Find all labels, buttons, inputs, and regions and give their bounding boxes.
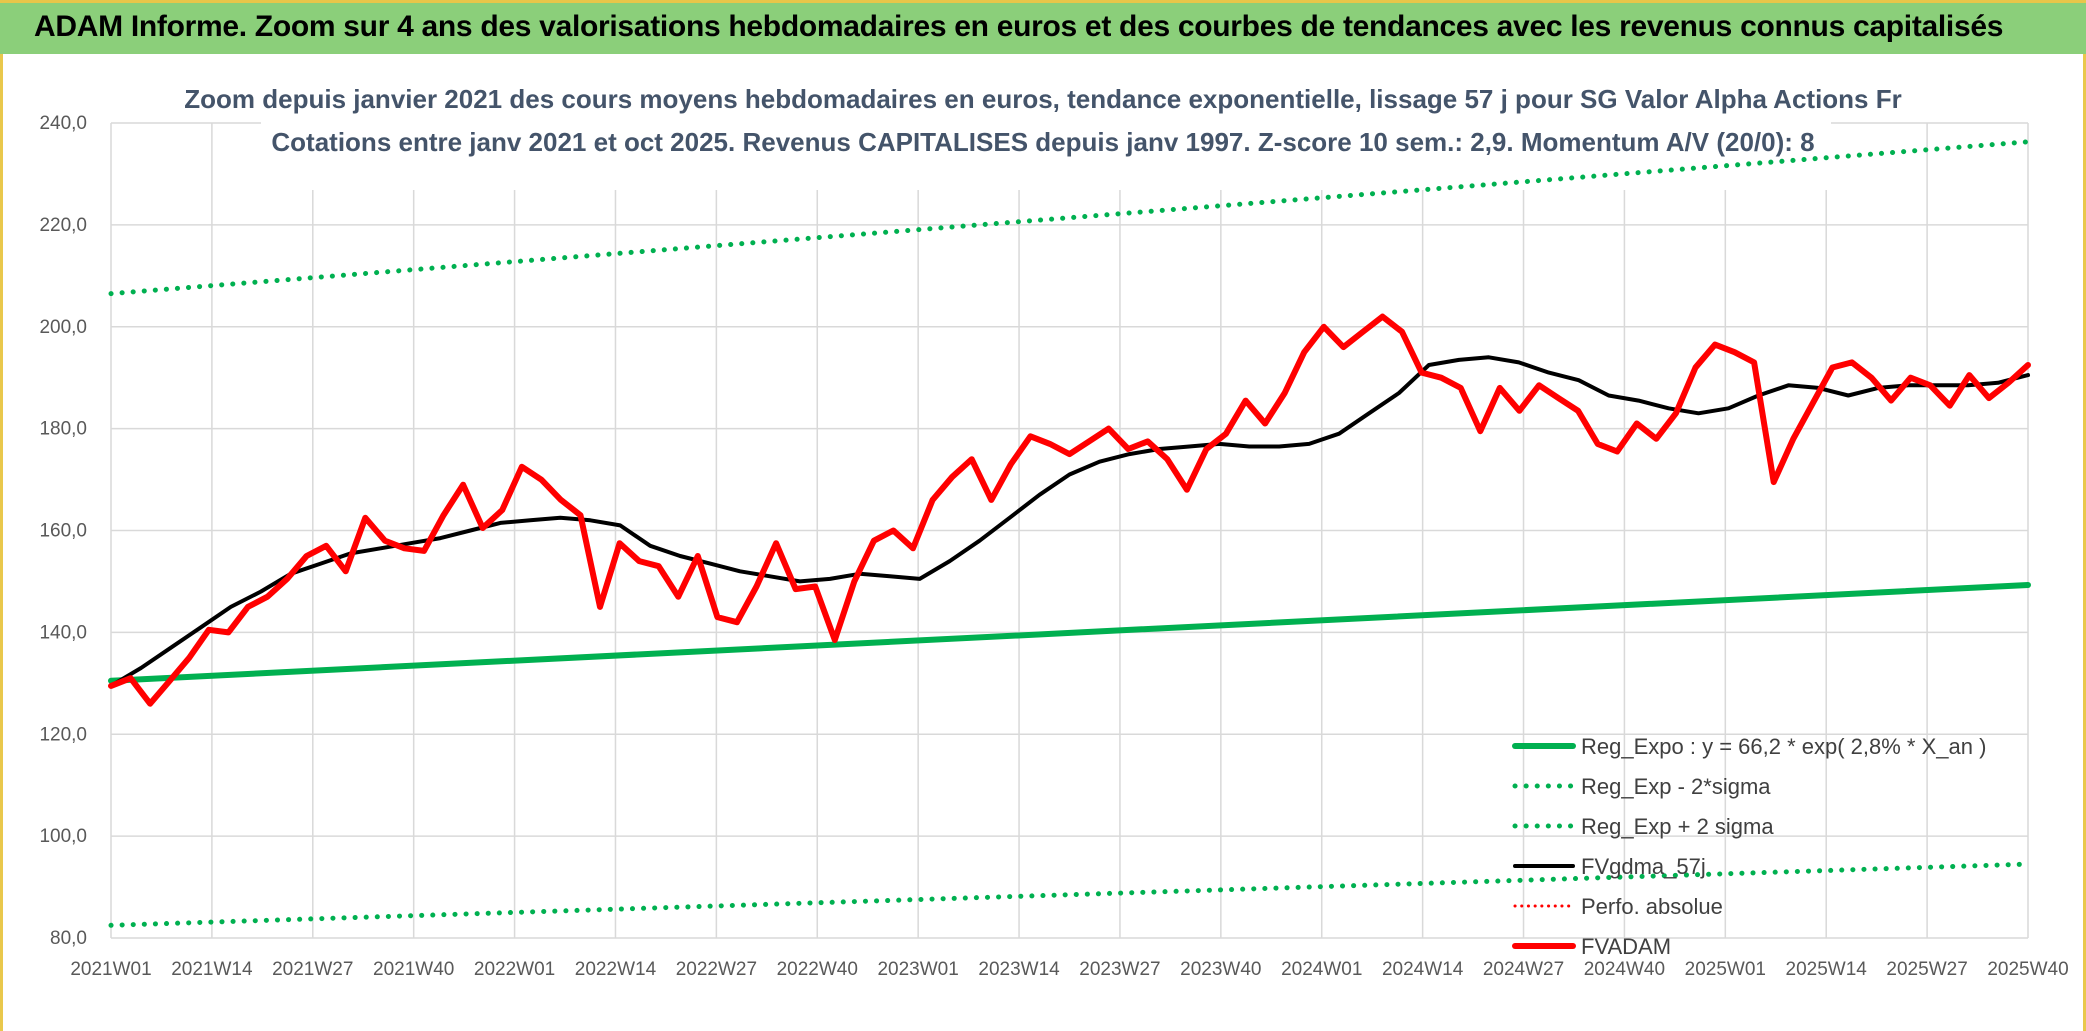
y-tick-label: 100,0: [39, 826, 87, 847]
legend-label-4: Perfo. absolue: [1581, 894, 1723, 919]
y-tick-label: 160,0: [39, 521, 87, 542]
x-tick-label: 2022W40: [777, 959, 858, 980]
x-tick-label: 2025W27: [1886, 959, 1967, 980]
legend-label-3: FVgdma_57j: [1581, 854, 1706, 879]
chart: 80,0 100,0 120,0 140,0 160,0 180,0 200,0 220,0 2…: [39, 82, 2069, 980]
x-tick-label: 2022W27: [676, 959, 757, 980]
chart-legend: Reg_Expo : y = 66,2 * exp( 2,8% * X_an )…: [1512, 734, 1986, 959]
y-tick-label: 80,0: [50, 928, 87, 949]
header-bar: ADAM Informe. Zoom sur 4 ans des valoris…: [0, 0, 2086, 54]
x-axis-ticks: 2021W01 2021W14 2021W27 2021W40 2022W01 2022W…: [70, 959, 2068, 980]
title-backdrop: [261, 82, 1831, 190]
chart-title: Zoom depuis janvier 2021 des cours moyen…: [184, 84, 1902, 114]
chart-series: [108, 139, 2031, 928]
series-line-0: [108, 582, 2031, 684]
x-tick-label: 2023W14: [978, 959, 1060, 980]
header-title: ADAM Informe. Zoom sur 4 ans des valoris…: [34, 10, 2004, 43]
y-tick-label: 220,0: [39, 215, 87, 236]
legend-label-2: Reg_Exp + 2 sigma: [1581, 814, 1774, 839]
x-tick-label: 2021W27: [272, 959, 353, 980]
legend-label-5: FVADAM: [1581, 934, 1671, 959]
series-line-2: [108, 139, 2031, 297]
x-tick-label: 2021W14: [171, 959, 253, 980]
series-line-5: [108, 313, 2031, 707]
x-tick-label: 2024W01: [1281, 959, 1362, 980]
x-tick-label: 2023W27: [1079, 959, 1160, 980]
x-tick-label: 2025W40: [1987, 959, 2068, 980]
chart-frame: 80,0 100,0 120,0 140,0 160,0 180,0 200,0 220,0 2…: [0, 54, 2086, 1031]
x-tick-label: 2021W40: [373, 959, 454, 980]
x-tick-label: 2025W01: [1685, 959, 1766, 980]
x-tick-label: 2025W14: [1786, 959, 1868, 980]
y-tick-label: 180,0: [39, 419, 87, 440]
y-tick-label: 120,0: [39, 724, 87, 745]
chart-subtitle: Cotations entre janv 2021 et oct 2025. R…: [271, 127, 1814, 157]
y-tick-label: 140,0: [39, 622, 87, 643]
legend-label-1: Reg_Exp - 2*sigma: [1581, 774, 1771, 799]
series-line-1: [108, 861, 2031, 928]
x-tick-label: 2024W27: [1483, 959, 1564, 980]
series-line-3: [109, 355, 2030, 688]
x-tick-label: 2022W01: [474, 959, 555, 980]
x-tick-label: 2024W14: [1382, 959, 1464, 980]
x-tick-label: 2024W40: [1584, 959, 1665, 980]
x-tick-label: 2023W40: [1180, 959, 1261, 980]
x-tick-label: 2021W01: [70, 959, 151, 980]
x-tick-label: 2023W01: [877, 959, 958, 980]
y-tick-label: 200,0: [39, 317, 87, 338]
y-tick-label: 240,0: [39, 113, 87, 134]
legend-label-0: Reg_Expo : y = 66,2 * exp( 2,8% * X_an ): [1581, 734, 1986, 759]
y-axis-ticks: 80,0 100,0 120,0 140,0 160,0 180,0 200,0 220,0 2…: [39, 113, 87, 949]
x-tick-label: 2022W14: [575, 959, 657, 980]
